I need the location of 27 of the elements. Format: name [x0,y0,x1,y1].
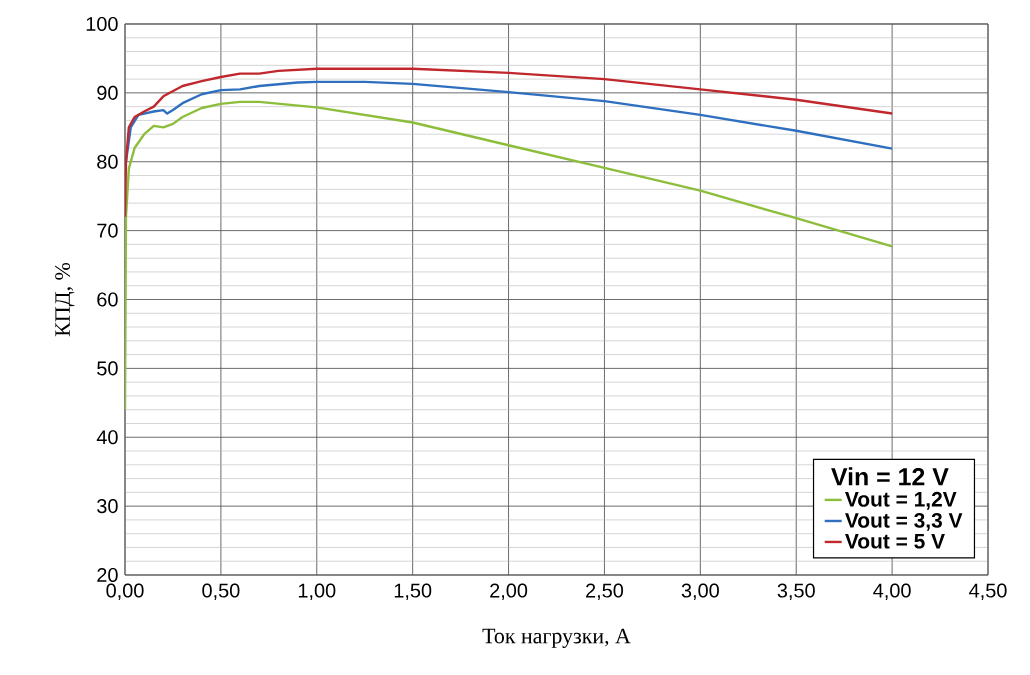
y-tick-label: 80 [97,154,118,169]
y-tick-label: 60 [97,292,118,307]
y-tick-label: 50 [97,361,118,376]
x-tick-label: 3,50 [777,583,815,600]
legend-label: Vout = 3,3 V [845,512,963,531]
x-tick-label: 2,00 [490,583,528,600]
line-series [125,100,894,411]
x-tick-label: 0,00 [106,583,144,600]
x-tick-label: 0,50 [202,583,240,600]
x-tick-label: 1,00 [298,583,336,600]
y-tick-label: 40 [96,430,118,445]
y-tick-label: 100 [86,16,118,32]
y-tick-label: 90 [97,85,118,100]
y-tick-label: 20 [97,567,118,583]
x-axis-title: Ток нагрузки, A [482,628,631,648]
x-tick-label: 4,00 [873,583,911,600]
x-tick-label: 1,50 [394,583,432,600]
x-tick-label: 3,00 [681,583,719,600]
legend-label: Vout = 5 V [845,534,945,549]
y-tick-label: 30 [97,499,118,514]
x-tick-label: 2,50 [586,583,624,600]
line-series [125,67,894,219]
legend-title: Vin = 12 V [831,467,949,486]
legend-label: Vout = 1,2V [845,491,957,510]
y-axis-title: КПД, % [55,262,75,337]
y-tick-label: 70 [97,223,118,238]
x-tick-label: 4,50 [969,583,1007,600]
